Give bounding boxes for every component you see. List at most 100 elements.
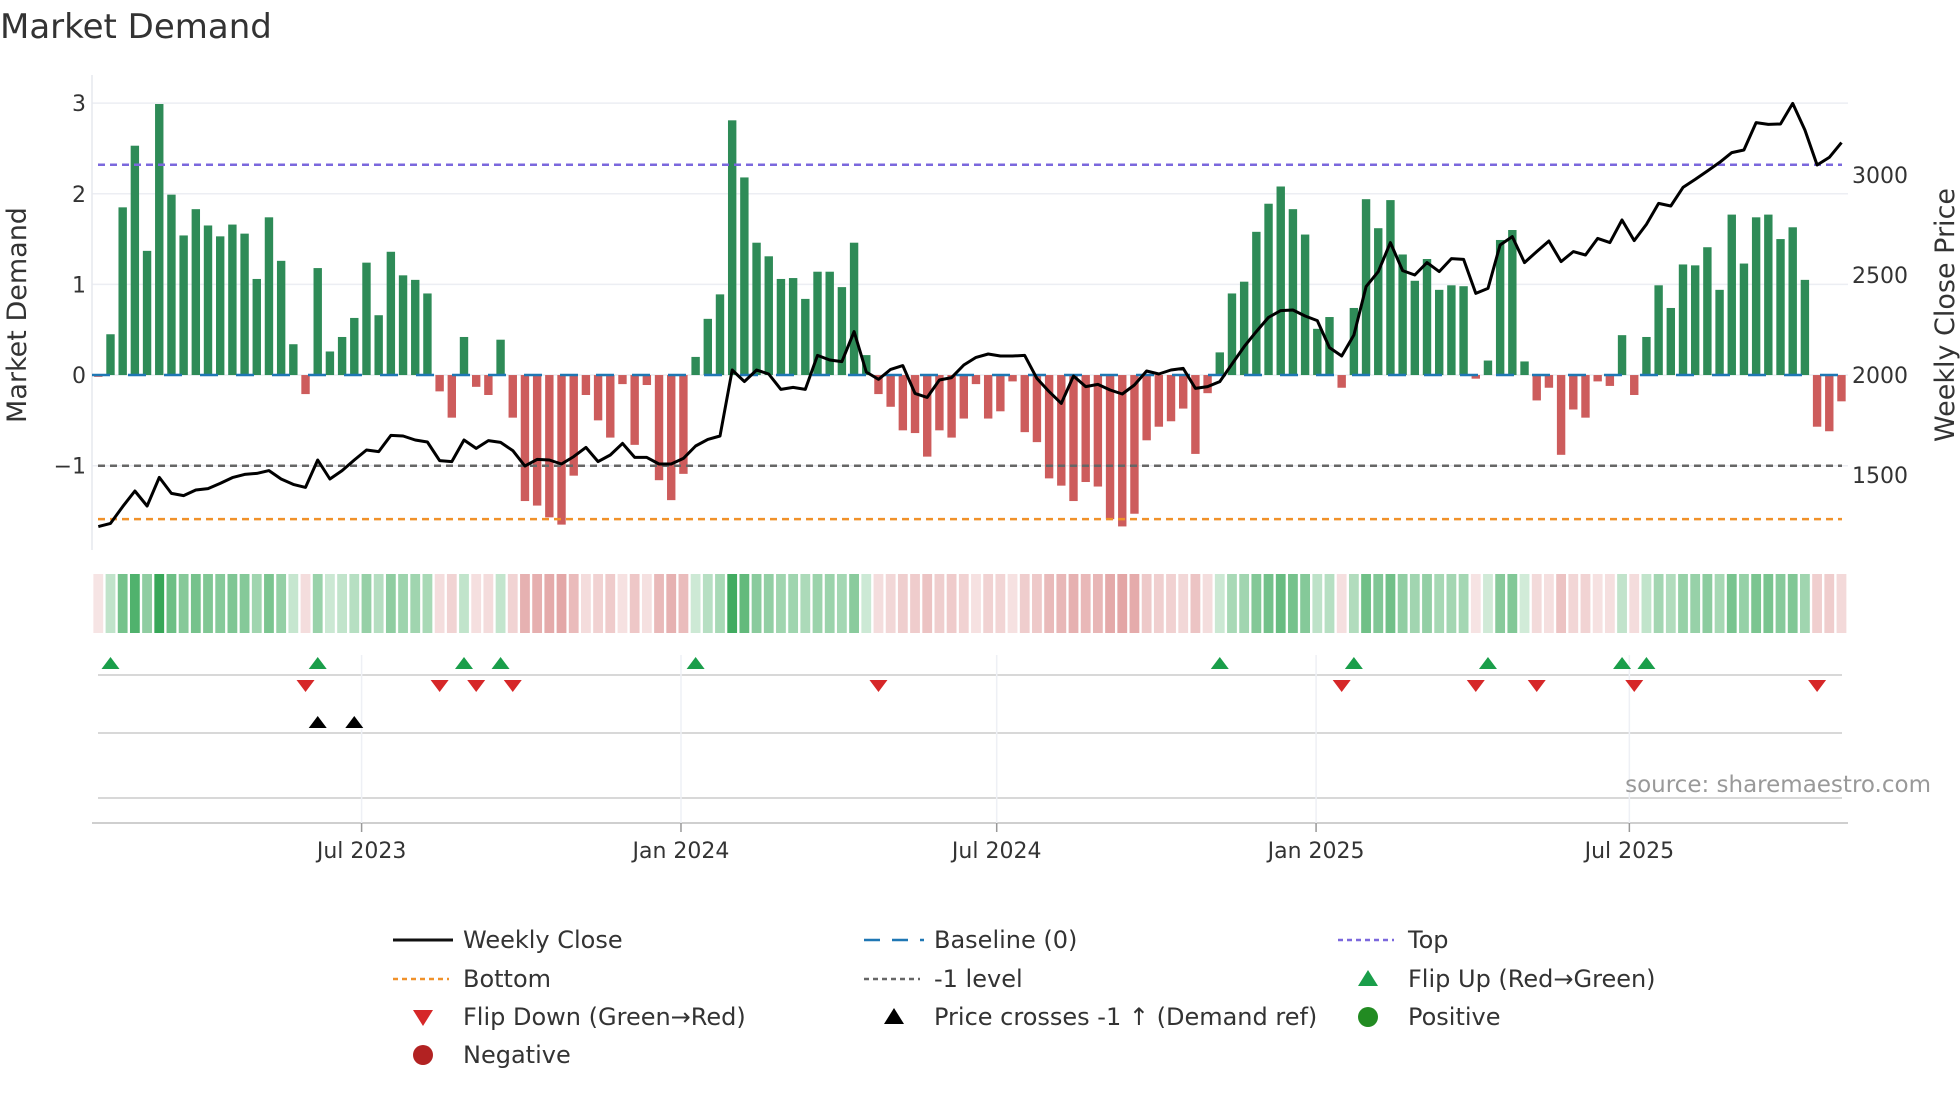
heat-cell xyxy=(593,574,603,633)
heat-cell xyxy=(410,574,421,633)
demand-bar xyxy=(1727,214,1736,376)
heat-cell xyxy=(1556,574,1566,633)
heat-cell xyxy=(1300,574,1311,633)
heat-cell xyxy=(1019,574,1030,633)
demand-bar xyxy=(1581,375,1590,418)
heat-cell xyxy=(154,574,165,633)
demand-bar xyxy=(630,375,639,445)
demand-bar xyxy=(1276,186,1285,376)
demand-bar xyxy=(1191,375,1200,454)
demand-bar xyxy=(1337,375,1346,388)
flip-up-marker xyxy=(1344,657,1363,669)
heat-cell xyxy=(1580,574,1591,633)
demand-bar xyxy=(106,334,115,376)
heat-cell xyxy=(325,574,335,633)
demand-bar xyxy=(703,318,712,376)
demand-bar xyxy=(1739,263,1749,376)
heat-cell xyxy=(946,574,957,633)
heat-cell xyxy=(1665,574,1676,633)
heat-cell xyxy=(1141,574,1152,633)
demand-bar xyxy=(167,194,176,376)
demand-bar xyxy=(910,375,920,434)
demand-bar xyxy=(1386,200,1395,376)
heat-cell xyxy=(129,574,140,633)
heat-cell xyxy=(1483,574,1493,633)
heat-cell xyxy=(983,574,994,633)
heat-cell xyxy=(1044,574,1055,633)
y-axis-ticks: 3 2 1 0 −1 3000 2500 2000 1500 xyxy=(54,92,1908,489)
demand-bar xyxy=(837,287,847,376)
heat-cell xyxy=(1470,574,1481,633)
demand-bar xyxy=(1069,375,1078,502)
heat-cell xyxy=(1824,574,1835,633)
demand-bar xyxy=(1057,375,1066,486)
heat-cell xyxy=(641,574,652,633)
heat-cell xyxy=(1836,574,1847,633)
demand-bar xyxy=(252,278,261,376)
y2-tick-label: 1500 xyxy=(1852,464,1908,489)
demand-bar xyxy=(459,336,469,376)
heat-cell xyxy=(1239,574,1250,633)
demand-bar xyxy=(179,235,188,376)
heat-cell xyxy=(1787,574,1798,633)
demand-bar xyxy=(1410,280,1420,376)
demand-bar xyxy=(216,236,225,376)
demand-bar xyxy=(520,375,530,502)
demand-bar xyxy=(1508,230,1517,376)
heat-cell xyxy=(824,574,835,633)
y-tick-label: 2 xyxy=(72,183,86,208)
price-cross-marker xyxy=(345,716,364,728)
level-lines xyxy=(92,163,1848,521)
heat-cell xyxy=(727,574,738,633)
flip-up-marker xyxy=(1478,657,1497,669)
flip-up-marker xyxy=(101,657,120,669)
demand-bar xyxy=(1569,375,1578,410)
demand-bar xyxy=(423,293,432,376)
weekly-close-line xyxy=(97,101,1843,529)
demand-bar xyxy=(996,375,1005,412)
flip-down-marker xyxy=(1625,680,1644,692)
heat-cell xyxy=(385,574,396,633)
demand-bar xyxy=(1227,293,1237,376)
heat-cell xyxy=(1604,574,1615,633)
demand-bar xyxy=(130,145,140,376)
demand-bar xyxy=(1203,375,1212,394)
demand-bar xyxy=(654,375,664,481)
demand-bar xyxy=(1642,336,1651,376)
flip-down-marker xyxy=(503,680,522,692)
flip-up-marker xyxy=(455,657,473,669)
heat-cell xyxy=(264,574,274,633)
heat-cell xyxy=(1617,574,1627,633)
demand-bar xyxy=(1044,375,1054,479)
heat-cell xyxy=(1544,574,1554,633)
heat-cell xyxy=(532,574,543,633)
heat-cell xyxy=(117,574,128,633)
legend-label: Weekly Close xyxy=(463,926,623,954)
heat-cell xyxy=(1422,574,1432,633)
demand-bar xyxy=(788,278,798,376)
heat-cell xyxy=(971,574,981,633)
demand-bar xyxy=(691,356,700,376)
heat-cell xyxy=(922,574,933,633)
heat-cell xyxy=(1458,574,1469,633)
demand-bar xyxy=(1130,375,1139,514)
demand-bar xyxy=(118,207,127,376)
demand-bar xyxy=(1374,228,1383,376)
weekly-close-polyline xyxy=(97,101,1843,529)
legend: Weekly Close Baseline (0) Top Bottom -1 leve… xyxy=(393,926,1656,1069)
demand-bar xyxy=(1556,375,1566,455)
heat-cell xyxy=(788,574,799,633)
flip-down-marker xyxy=(1527,680,1546,692)
demand-bar xyxy=(411,279,420,376)
demand-bar xyxy=(764,256,773,376)
demand-bar xyxy=(606,375,615,438)
demand-bar xyxy=(1715,289,1724,376)
demand-bar xyxy=(1288,209,1298,376)
demand-bar xyxy=(1154,375,1164,427)
demand-bar xyxy=(289,344,298,376)
heat-cell xyxy=(1092,574,1103,633)
x-tick-label: Jul 2023 xyxy=(315,839,407,864)
demand-bar xyxy=(471,375,481,387)
heat-cell xyxy=(861,574,872,633)
legend-item-minus1: -1 level xyxy=(864,965,1023,993)
